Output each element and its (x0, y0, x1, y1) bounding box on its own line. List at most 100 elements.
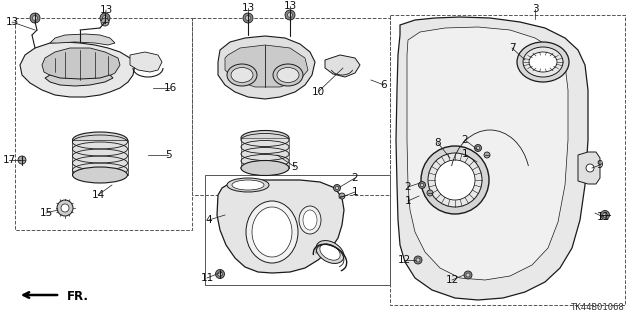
Bar (15, 18, 192, 230)
Circle shape (61, 204, 69, 212)
Text: 1: 1 (461, 149, 468, 159)
Circle shape (414, 256, 422, 264)
Text: 14: 14 (92, 190, 104, 200)
Ellipse shape (316, 241, 344, 263)
Ellipse shape (435, 160, 475, 200)
Text: 11: 11 (200, 273, 214, 283)
Ellipse shape (231, 68, 253, 83)
Polygon shape (578, 152, 600, 184)
Circle shape (335, 186, 339, 190)
Circle shape (603, 213, 607, 217)
Text: 15: 15 (40, 208, 52, 218)
Ellipse shape (517, 42, 569, 82)
Ellipse shape (277, 68, 299, 83)
Ellipse shape (273, 64, 303, 86)
Polygon shape (225, 45, 308, 87)
Text: 13: 13 (241, 3, 255, 13)
Ellipse shape (227, 178, 269, 192)
Ellipse shape (529, 52, 557, 72)
Text: 3: 3 (532, 4, 538, 14)
Ellipse shape (303, 210, 317, 230)
Ellipse shape (523, 47, 563, 77)
Circle shape (466, 273, 470, 277)
Polygon shape (50, 34, 115, 45)
Polygon shape (325, 55, 360, 77)
Circle shape (100, 13, 110, 23)
Ellipse shape (72, 167, 127, 183)
Circle shape (57, 200, 73, 216)
Circle shape (101, 18, 109, 26)
Text: 8: 8 (435, 138, 442, 148)
Circle shape (287, 12, 292, 18)
Circle shape (419, 181, 426, 188)
Ellipse shape (227, 64, 257, 86)
Ellipse shape (428, 153, 482, 207)
Polygon shape (407, 27, 568, 280)
Text: 4: 4 (205, 215, 212, 225)
Text: 12: 12 (445, 275, 459, 285)
Ellipse shape (72, 132, 127, 148)
Ellipse shape (299, 206, 321, 234)
Circle shape (216, 269, 225, 278)
Text: 17: 17 (3, 155, 15, 165)
Polygon shape (20, 42, 135, 97)
Text: 2: 2 (404, 182, 412, 192)
Circle shape (484, 152, 490, 158)
Circle shape (416, 258, 420, 262)
Polygon shape (217, 180, 344, 273)
Text: 9: 9 (596, 160, 604, 170)
Bar (205, 175, 390, 285)
Circle shape (600, 211, 609, 220)
Polygon shape (72, 140, 128, 175)
Text: 13: 13 (284, 1, 296, 11)
Text: 7: 7 (509, 43, 515, 53)
Ellipse shape (246, 201, 298, 263)
Polygon shape (241, 138, 289, 168)
Text: TK44B01068: TK44B01068 (572, 303, 625, 312)
Text: 1: 1 (352, 187, 358, 197)
Circle shape (464, 271, 472, 279)
Text: 5: 5 (292, 162, 298, 172)
Ellipse shape (252, 207, 292, 257)
Text: 16: 16 (163, 83, 177, 93)
Circle shape (246, 15, 250, 20)
Text: 12: 12 (397, 255, 411, 265)
FancyArrowPatch shape (24, 292, 57, 298)
Polygon shape (45, 75, 113, 86)
Circle shape (218, 272, 222, 276)
Polygon shape (218, 36, 315, 99)
Circle shape (586, 164, 594, 172)
Circle shape (33, 15, 38, 20)
Circle shape (339, 193, 345, 199)
Text: 6: 6 (381, 80, 387, 90)
Circle shape (420, 183, 424, 187)
Ellipse shape (232, 180, 264, 190)
Ellipse shape (241, 161, 289, 175)
Text: 5: 5 (164, 150, 172, 160)
Circle shape (30, 13, 40, 23)
Bar (390, 15, 625, 305)
Polygon shape (42, 48, 120, 81)
Text: 2: 2 (461, 135, 468, 145)
Circle shape (18, 156, 26, 164)
Text: 10: 10 (312, 87, 324, 97)
Bar (192, 18, 390, 195)
Circle shape (333, 185, 340, 191)
Circle shape (474, 145, 481, 151)
Circle shape (476, 146, 480, 150)
Circle shape (243, 13, 253, 23)
Polygon shape (130, 52, 162, 72)
Text: 13: 13 (5, 17, 19, 27)
Ellipse shape (421, 146, 489, 214)
Text: 13: 13 (99, 5, 113, 15)
Circle shape (102, 15, 108, 20)
Circle shape (427, 190, 433, 196)
Ellipse shape (320, 244, 340, 260)
Text: 1: 1 (404, 196, 412, 206)
Ellipse shape (241, 131, 289, 146)
Text: FR.: FR. (67, 290, 89, 302)
Circle shape (285, 10, 295, 20)
Text: 11: 11 (596, 212, 610, 222)
Polygon shape (396, 17, 588, 300)
Text: 2: 2 (352, 173, 358, 183)
